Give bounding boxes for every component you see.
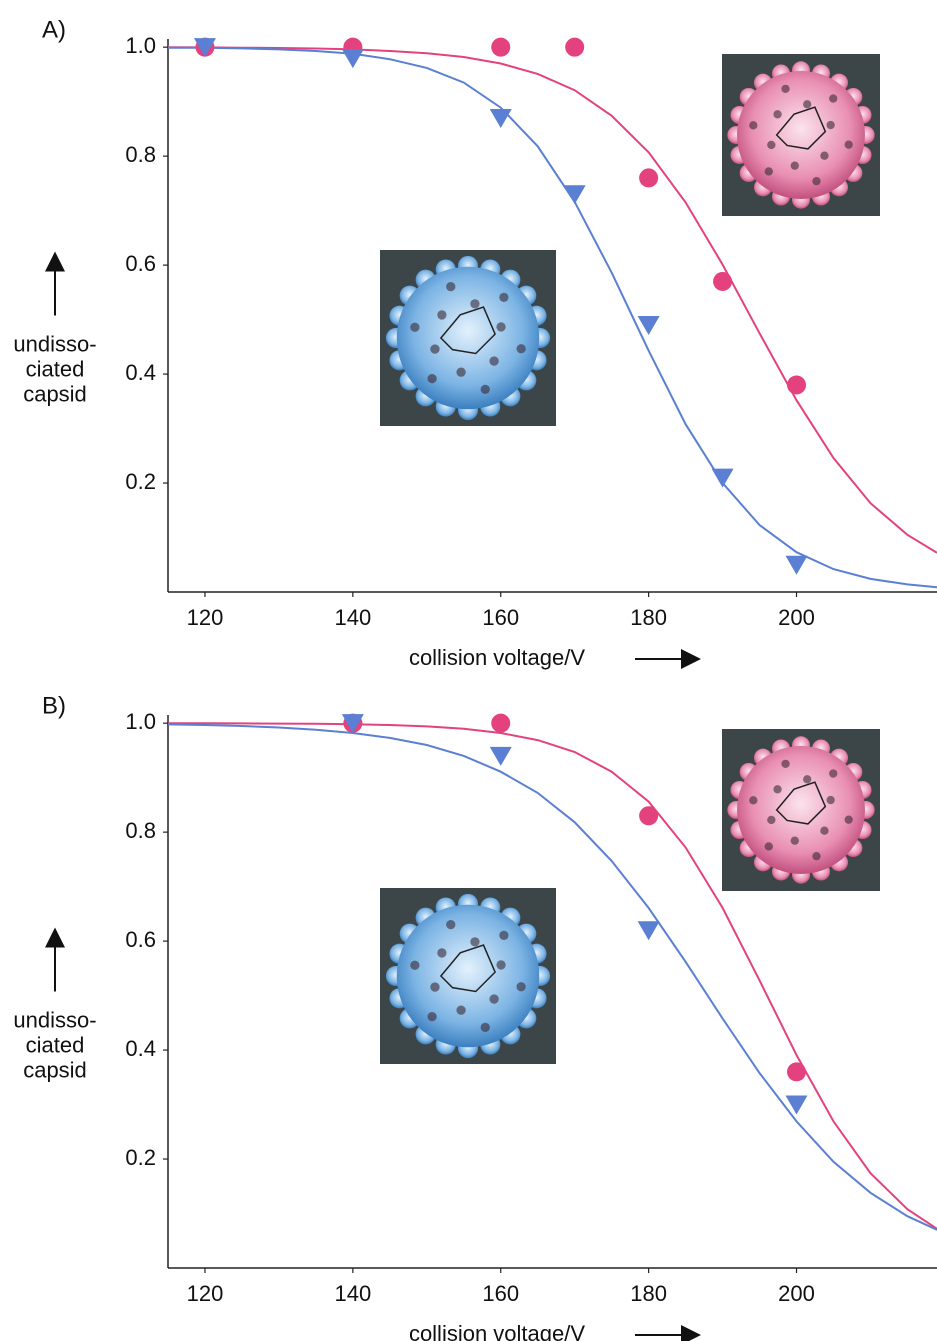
capsid-image-blue-hole bbox=[456, 368, 465, 377]
triangle-point bbox=[712, 469, 734, 488]
y-tick-label: 1.0 bbox=[125, 33, 156, 58]
y-axis-label: ciated bbox=[26, 1032, 85, 1057]
capsid-image-pink-hole bbox=[791, 161, 799, 169]
capsid-image-pink-hole bbox=[765, 167, 773, 175]
y-axis-label: capsid bbox=[23, 1057, 87, 1082]
x-tick-label: 140 bbox=[334, 1281, 371, 1306]
capsid-image-pink-hole bbox=[749, 796, 757, 804]
y-tick-label: 0.6 bbox=[125, 927, 156, 952]
capsid-image-blue-hole bbox=[499, 293, 508, 302]
x-tick-label: 200 bbox=[778, 605, 815, 630]
capsid-image-pink-hole bbox=[820, 152, 828, 160]
capsid-image-blue-hole bbox=[516, 344, 525, 353]
x-tick-label: 180 bbox=[630, 1281, 667, 1306]
capsid-image-pink-hole bbox=[820, 827, 828, 835]
capsid-image-pink-hole bbox=[773, 785, 781, 793]
y-axis-label: undisso- bbox=[13, 331, 96, 356]
y-axis-label: ciated bbox=[26, 356, 85, 381]
circle-point bbox=[787, 1062, 806, 1081]
circle-point bbox=[565, 38, 584, 57]
x-tick-label: 140 bbox=[334, 605, 371, 630]
capsid-image-blue-hole bbox=[481, 1023, 490, 1032]
capsid-image-pink-hole bbox=[773, 110, 781, 118]
circle-point bbox=[639, 806, 658, 825]
capsid-image-pink-hole bbox=[781, 85, 789, 93]
capsid-image-blue-hole bbox=[430, 982, 439, 991]
x-axis-label: collision voltage/V bbox=[409, 1321, 585, 1341]
x-tick-label: 120 bbox=[187, 605, 224, 630]
y-tick-label: 0.6 bbox=[125, 251, 156, 276]
circle-point bbox=[639, 168, 658, 187]
capsid-image-blue-hole bbox=[499, 931, 508, 940]
capsid-image-pink-hole bbox=[826, 796, 834, 804]
capsid-image-blue-hole bbox=[489, 356, 498, 365]
y-tick-label: 0.2 bbox=[125, 1145, 156, 1170]
y-tick-label: 1.0 bbox=[125, 709, 156, 734]
capsid-image-pink-hole bbox=[845, 815, 853, 823]
y-tick-label: 0.8 bbox=[125, 818, 156, 843]
triangle-point bbox=[490, 747, 512, 766]
capsid-image-pink-body bbox=[737, 71, 865, 199]
capsid-image-pink-hole bbox=[812, 852, 820, 860]
capsid-image-pink-hole bbox=[829, 94, 837, 102]
y-tick-label: 0.4 bbox=[125, 1036, 156, 1061]
x-axis-label: collision voltage/V bbox=[409, 645, 585, 670]
capsid-image-blue-hole bbox=[446, 282, 455, 291]
capsid-image-pink-hole bbox=[791, 836, 799, 844]
triangle-point bbox=[564, 185, 586, 204]
capsid-image-pink-hole bbox=[767, 816, 775, 824]
capsid-image-pink-hole bbox=[803, 775, 811, 783]
capsid-image-blue-hole bbox=[427, 1012, 436, 1021]
circle-point bbox=[787, 375, 806, 394]
x-tick-label: 160 bbox=[482, 1281, 519, 1306]
capsid-image-pink-hole bbox=[845, 140, 853, 148]
capsid-image-blue-body bbox=[397, 905, 539, 1047]
capsid-image-pink-hole bbox=[803, 100, 811, 108]
panel-label: B) bbox=[42, 692, 66, 719]
capsid-image-pink-hole bbox=[781, 760, 789, 768]
y-tick-label: 0.4 bbox=[125, 360, 156, 385]
capsid-image-pink-hole bbox=[812, 177, 820, 185]
capsid-image-pink-hole bbox=[826, 121, 834, 129]
capsid-image-blue-hole bbox=[516, 982, 525, 991]
x-tick-label: 200 bbox=[778, 1281, 815, 1306]
capsid-image-blue-hole bbox=[446, 920, 455, 929]
capsid-image-blue-hole bbox=[437, 948, 446, 957]
x-tick-label: 160 bbox=[482, 605, 519, 630]
capsid-image-blue-body bbox=[397, 267, 539, 409]
triangle-point bbox=[638, 921, 660, 940]
panel-label: A) bbox=[42, 16, 66, 43]
capsid-image-blue-hole bbox=[496, 960, 505, 969]
y-axis-label: undisso- bbox=[13, 1007, 96, 1032]
y-tick-label: 0.2 bbox=[125, 469, 156, 494]
capsid-image-blue-hole bbox=[410, 961, 419, 970]
capsid-image-blue-hole bbox=[470, 299, 479, 308]
capsid-image-blue-hole bbox=[481, 385, 490, 394]
capsid-image-blue-hole bbox=[456, 1006, 465, 1015]
circle-point bbox=[713, 272, 732, 291]
capsid-image-pink-hole bbox=[749, 121, 757, 129]
triangle-point bbox=[786, 556, 808, 575]
x-tick-label: 120 bbox=[187, 1281, 224, 1306]
capsid-image-pink-hole bbox=[765, 842, 773, 850]
capsid-image-blue-hole bbox=[470, 937, 479, 946]
capsid-image-pink-body bbox=[737, 746, 865, 874]
y-axis-label: capsid bbox=[23, 381, 87, 406]
capsid-image-pink-hole bbox=[767, 141, 775, 149]
x-tick-label: 180 bbox=[630, 605, 667, 630]
capsid-image-blue-hole bbox=[489, 994, 498, 1003]
triangle-point bbox=[342, 49, 364, 68]
capsid-image-blue-hole bbox=[427, 374, 436, 383]
circle-point bbox=[491, 714, 510, 733]
capsid-image-blue-hole bbox=[437, 310, 446, 319]
figure: A) 0.2 0.4 0.6 0.8 1.0 120 140 160 180 200 collisio… bbox=[0, 0, 937, 1341]
capsid-image-blue-hole bbox=[496, 322, 505, 331]
triangle-point bbox=[490, 109, 512, 128]
circle-point bbox=[491, 38, 510, 57]
capsid-image-pink-hole bbox=[829, 769, 837, 777]
capsid-image-blue-hole bbox=[410, 323, 419, 332]
capsid-image-blue-hole bbox=[430, 344, 439, 353]
y-tick-label: 0.8 bbox=[125, 142, 156, 167]
